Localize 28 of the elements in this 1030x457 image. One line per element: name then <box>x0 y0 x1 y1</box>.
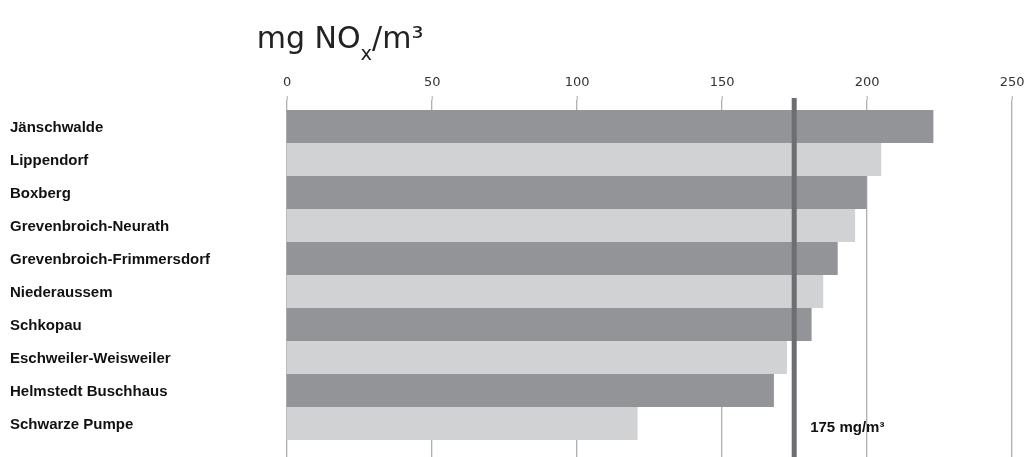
x-tick-label: 100 <box>564 74 590 89</box>
y-tick-label: Boxberg <box>10 183 71 201</box>
y-tick-label: Helmstedt Buschhaus <box>10 381 168 399</box>
y-tick-label: Grevenbroich-Neurath <box>10 216 170 234</box>
chart-title: mg NO$_{x}$/m³ <box>256 20 424 65</box>
bar <box>286 242 838 275</box>
bar <box>286 209 856 242</box>
bar <box>286 407 638 440</box>
x-tick-label: 50 <box>423 74 441 89</box>
x-tick-label: 150 <box>709 74 735 89</box>
bar <box>286 308 812 341</box>
y-tick-label: Schkopau <box>10 315 82 333</box>
y-tick-label: Lippendorf <box>10 150 90 168</box>
x-tick-label: 0 <box>283 74 292 89</box>
bar <box>286 275 824 308</box>
bar <box>286 110 934 143</box>
y-tick-label: Schwarze Pumpe <box>10 414 134 432</box>
y-tick-label: Eschweiler-Weisweiler <box>10 348 171 366</box>
bar <box>286 176 867 209</box>
y-tick-label: Jänschwalde <box>10 117 104 135</box>
ref-line-label: 175 mg/m³ <box>810 418 885 435</box>
y-tick-label: Niederaussem <box>10 282 113 300</box>
x-tick-label: 200 <box>854 74 880 89</box>
x-tick-label: 250 <box>999 74 1025 89</box>
bar <box>286 341 787 374</box>
bar <box>286 374 774 407</box>
y-tick-label: Grevenbroich-Frimmersdorf <box>10 249 212 267</box>
bar <box>286 143 882 176</box>
